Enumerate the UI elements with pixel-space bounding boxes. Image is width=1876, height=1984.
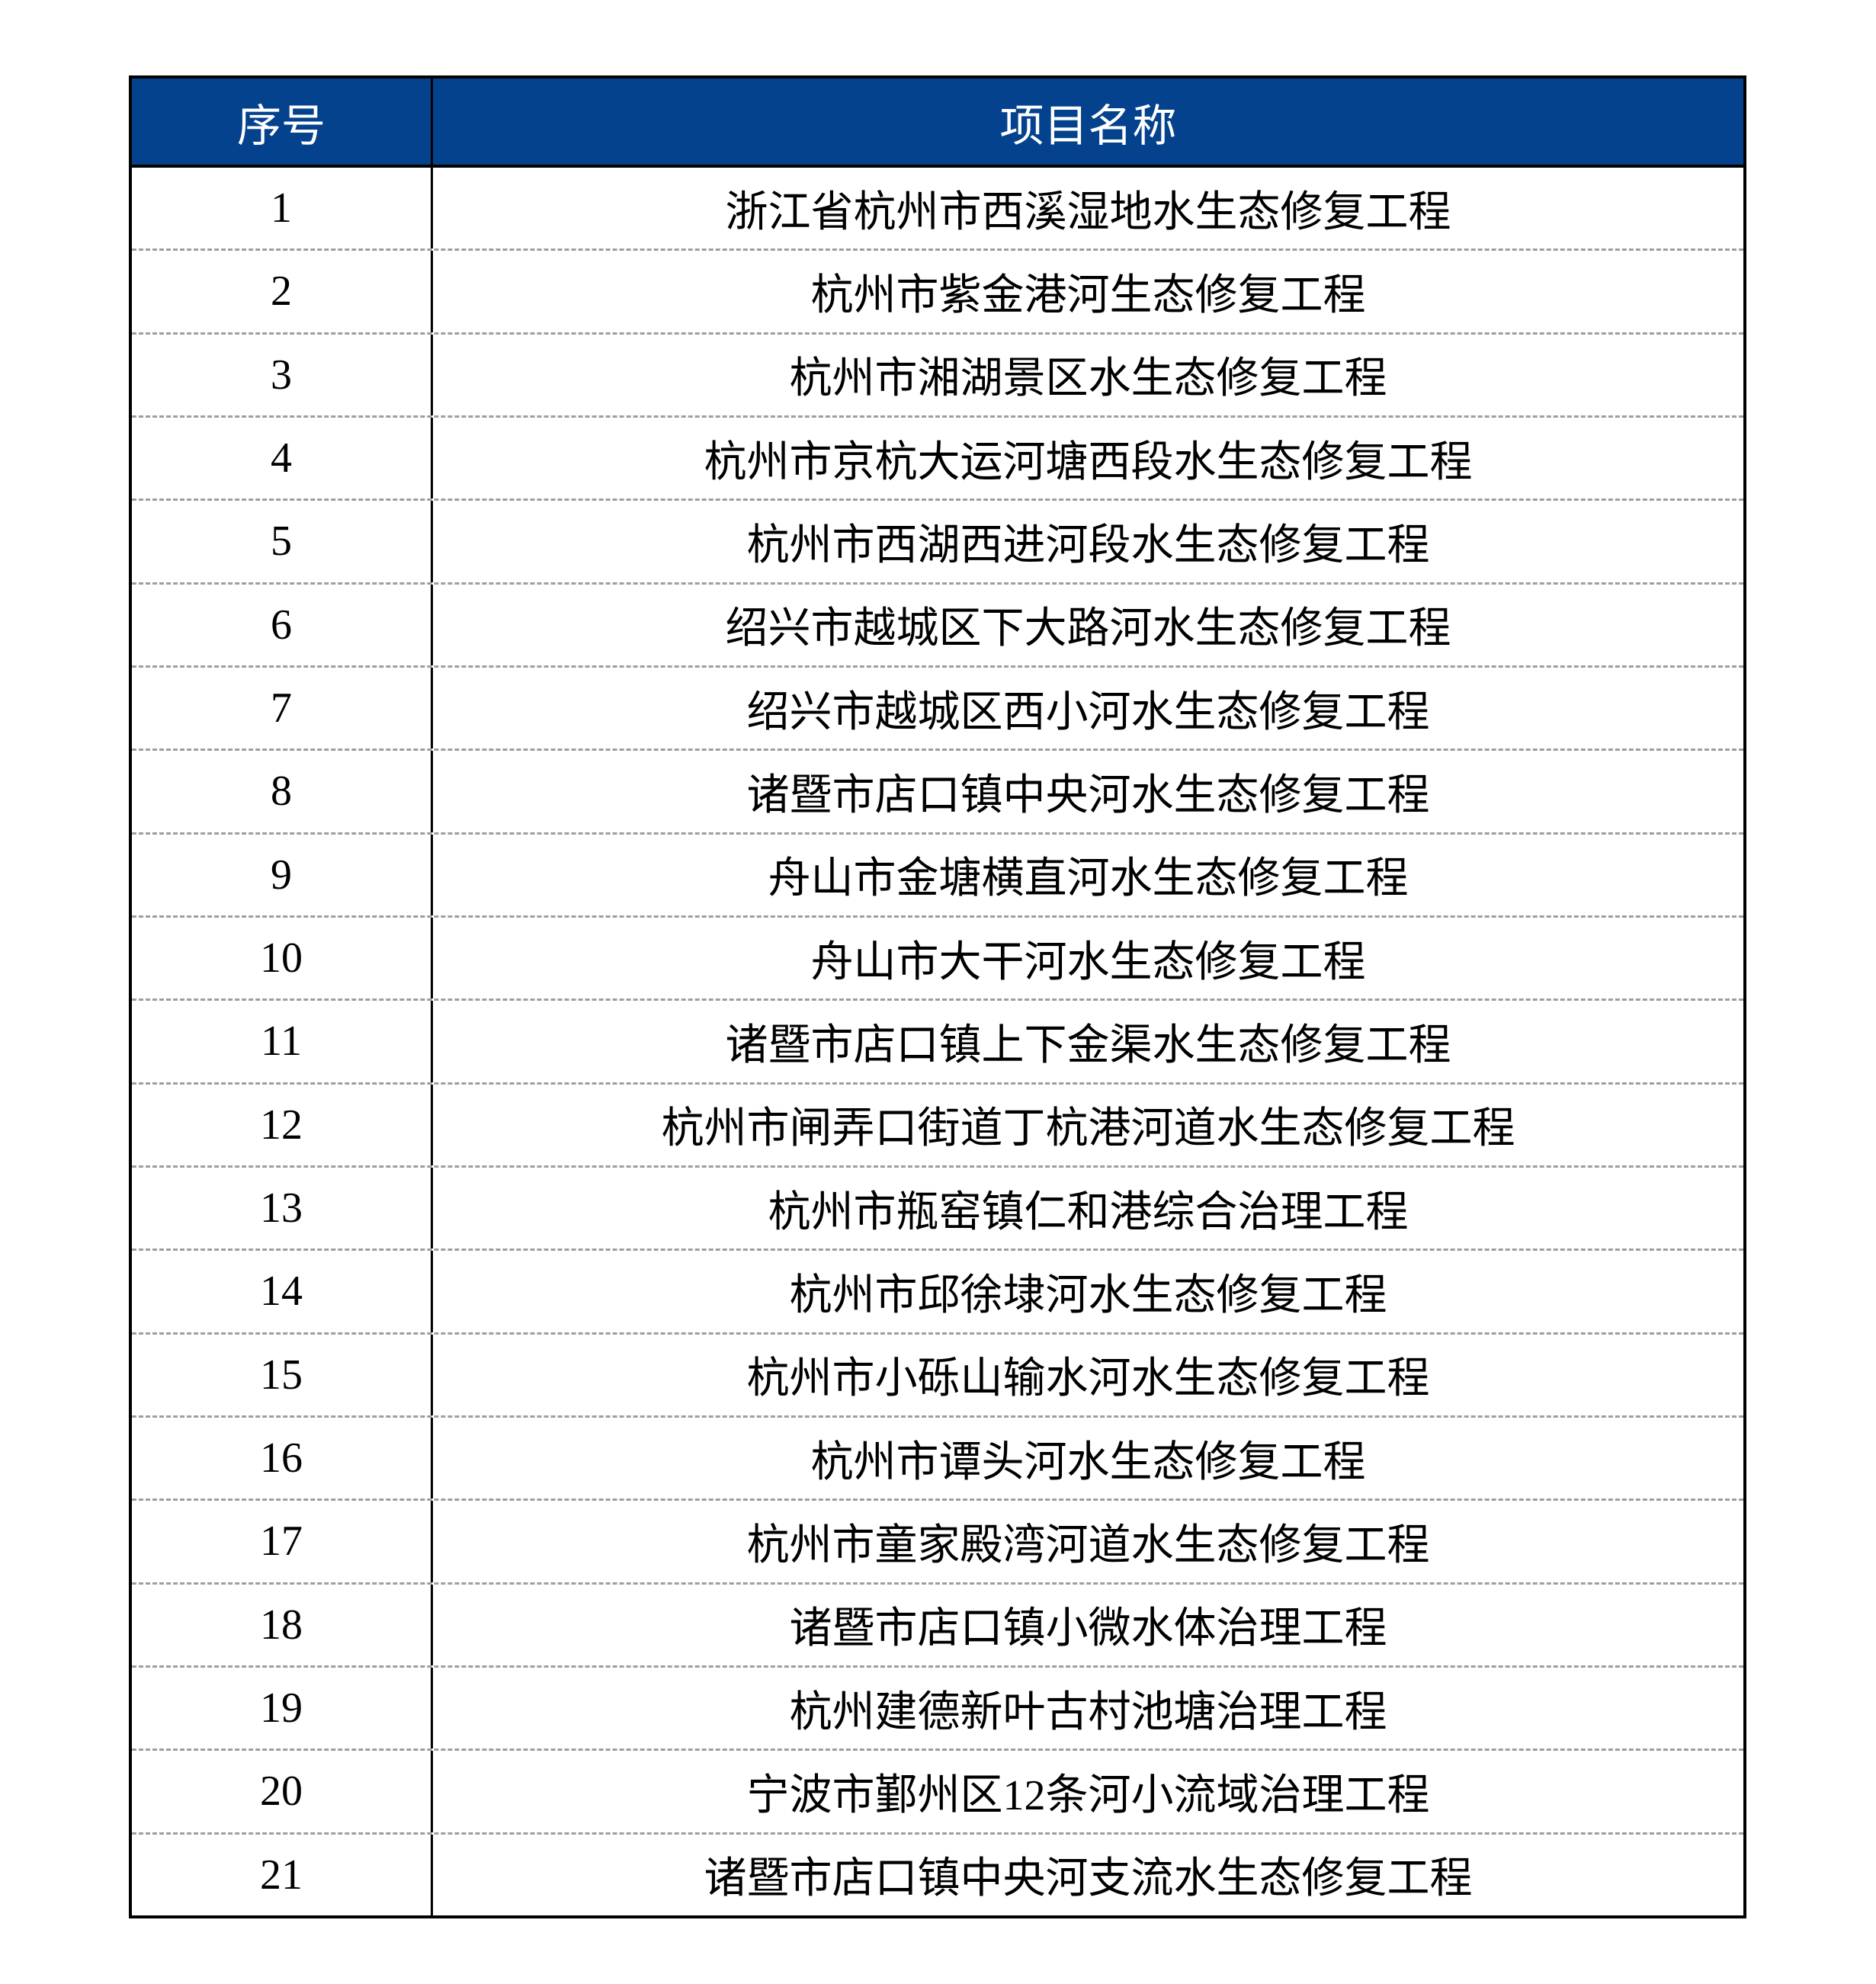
table-row: 7 绍兴市越城区西小河水生态修复工程 [132, 665, 1743, 749]
table-row: 5 杭州市西湖西进河段水生态修复工程 [132, 498, 1743, 582]
table-row: 20 宁波市鄞州区12条河小流域治理工程 [132, 1748, 1743, 1832]
project-name-cell: 杭州市谭头河水生态修复工程 [810, 1438, 1366, 1486]
table-row: 11 诸暨市店口镇上下金渠水生态修复工程 [132, 998, 1743, 1082]
table-row: 18 诸暨市店口镇小微水体治理工程 [132, 1582, 1743, 1665]
table-row: 6 绍兴市越城区下大路河水生态修复工程 [132, 582, 1743, 665]
project-name-cell: 杭州市湘湖景区水生态修复工程 [789, 355, 1387, 403]
project-name-cell: 杭州市紫金港河生态修复工程 [810, 271, 1366, 319]
project-name-cell: 杭州建德新叶古村池塘治理工程 [789, 1688, 1387, 1736]
header-cell-project-name: 项目名称 [999, 101, 1177, 151]
project-name-cell: 浙江省杭州市西溪湿地水生态修复工程 [725, 188, 1451, 236]
row-index-cell: 20 [132, 1751, 433, 1832]
project-name-cell: 杭州市京杭大运河塘西段水生态修复工程 [704, 438, 1473, 486]
project-name-cell: 绍兴市越城区下大路河水生态修复工程 [725, 605, 1451, 653]
table-row: 14 杭州市邱徐埭河水生态修复工程 [132, 1248, 1743, 1332]
project-name-cell: 舟山市大干河水生态修复工程 [810, 938, 1366, 986]
project-name-cell: 宁波市鄞州区12条河小流域治理工程 [746, 1771, 1430, 1819]
table-row: 8 诸暨市店口镇中央河水生态修复工程 [132, 748, 1743, 832]
table-row: 21 诸暨市店口镇中央河支流水生态修复工程 [132, 1832, 1743, 1915]
row-index-cell: 15 [132, 1334, 433, 1415]
row-index-cell: 1 [132, 168, 433, 249]
project-name-cell: 杭州市瓶窑镇仁和港综合治理工程 [768, 1188, 1409, 1236]
row-index-cell: 16 [132, 1417, 433, 1499]
table-row: 12 杭州市闸弄口街道丁杭港河道水生态修复工程 [132, 1082, 1743, 1165]
project-name-cell: 诸暨市店口镇上下金渠水生态修复工程 [725, 1021, 1451, 1069]
row-index-cell: 19 [132, 1667, 433, 1749]
project-name-cell: 杭州市西湖西进河段水生态修复工程 [746, 521, 1430, 569]
project-name-cell: 诸暨市店口镇中央河水生态修复工程 [746, 771, 1430, 819]
project-name-cell: 舟山市金塘横直河水生态修复工程 [768, 855, 1409, 903]
row-index-cell: 13 [132, 1167, 433, 1249]
row-index-cell: 10 [132, 917, 433, 999]
projects-table: 序号 项目名称 1 浙江省杭州市西溪湿地水生态修复工程 2 杭州市紫金港河生态修复工程… [129, 75, 1746, 1918]
row-index-cell: 6 [132, 584, 433, 665]
row-index-cell: 12 [132, 1084, 433, 1165]
project-name-cell: 诸暨市店口镇小微水体治理工程 [789, 1605, 1387, 1653]
table-row: 10 舟山市大干河水生态修复工程 [132, 915, 1743, 999]
table-row: 1 浙江省杭州市西溪湿地水生态修复工程 [132, 168, 1743, 249]
table-row: 19 杭州建德新叶古村池塘治理工程 [132, 1665, 1743, 1749]
project-name-cell: 绍兴市越城区西小河水生态修复工程 [746, 688, 1430, 736]
row-index-cell: 2 [132, 251, 433, 332]
project-name-cell: 杭州市闸弄口街道丁杭港河道水生态修复工程 [661, 1105, 1515, 1153]
table-row: 3 杭州市湘湖景区水生态修复工程 [132, 332, 1743, 415]
row-index-cell: 8 [132, 751, 433, 832]
table-row: 4 杭州市京杭大运河塘西段水生态修复工程 [132, 415, 1743, 499]
row-index-cell: 5 [132, 501, 433, 582]
row-index-cell: 3 [132, 334, 433, 415]
table-row: 16 杭州市谭头河水生态修复工程 [132, 1415, 1743, 1499]
table-row: 17 杭州市童家殿湾河道水生态修复工程 [132, 1498, 1743, 1582]
row-index-cell: 17 [132, 1501, 433, 1582]
row-index-cell: 14 [132, 1251, 433, 1332]
row-index-cell: 11 [132, 1001, 433, 1082]
row-index-cell: 21 [132, 1834, 433, 1915]
row-index-cell: 18 [132, 1584, 433, 1665]
table-row: 2 杭州市紫金港河生态修复工程 [132, 248, 1743, 332]
table-body: 1 浙江省杭州市西溪湿地水生态修复工程 2 杭州市紫金港河生态修复工程 3 杭州市湘湖景区… [132, 168, 1743, 1915]
row-index-cell: 9 [132, 834, 433, 915]
table-row: 9 舟山市金塘横直河水生态修复工程 [132, 832, 1743, 915]
project-name-cell: 杭州市邱徐埭河水生态修复工程 [789, 1271, 1387, 1319]
table-header-row: 序号 项目名称 [132, 79, 1743, 168]
table-row: 15 杭州市小砾山输水河水生态修复工程 [132, 1332, 1743, 1415]
row-index-cell: 7 [132, 667, 433, 749]
project-name-cell: 杭州市小砾山输水河水生态修复工程 [746, 1355, 1430, 1403]
header-cell-index: 序号 [132, 79, 433, 165]
table-row: 13 杭州市瓶窑镇仁和港综合治理工程 [132, 1165, 1743, 1249]
project-name-cell: 诸暨市店口镇中央河支流水生态修复工程 [704, 1855, 1473, 1903]
project-name-cell: 杭州市童家殿湾河道水生态修复工程 [746, 1521, 1430, 1569]
row-index-cell: 4 [132, 417, 433, 499]
